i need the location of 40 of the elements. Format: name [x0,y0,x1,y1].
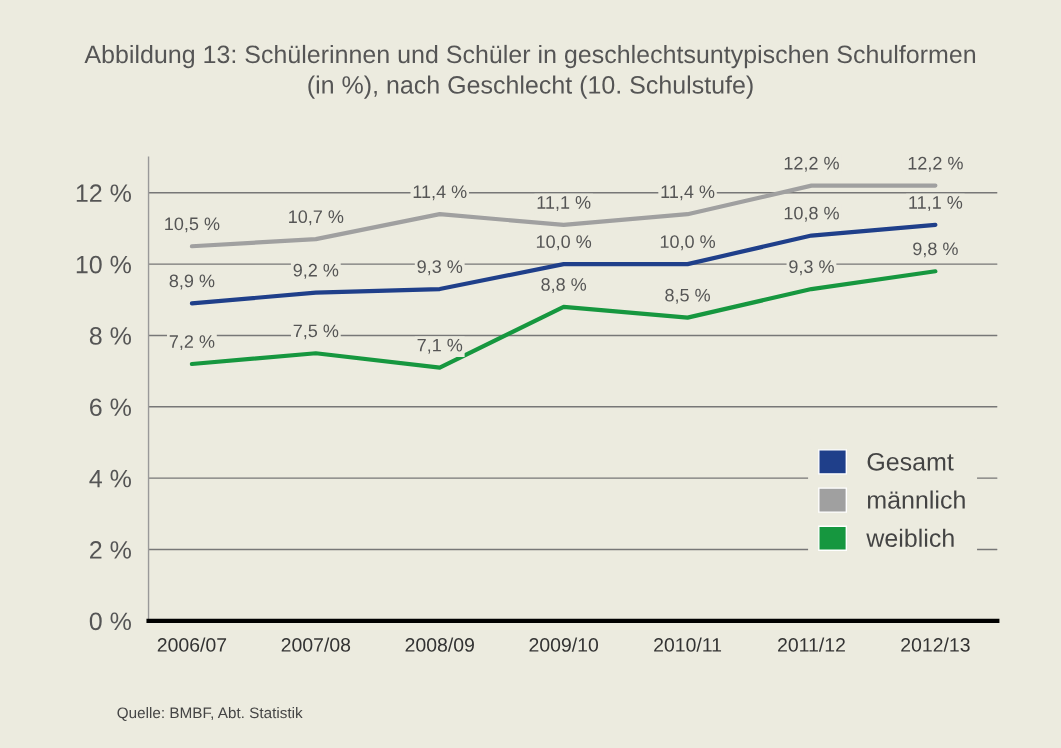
y-tick-label: 4 % [89,469,131,488]
y-tick-label: 6 % [90,398,131,417]
data-label: 11,4 % [661,185,715,201]
x-tick-label: 2006/07 [157,637,227,652]
data-label: 8,8 % [541,278,587,293]
x-tick-label: 2010/11 [654,637,722,652]
legend-label: Gesamt [867,452,954,471]
data-label: 11,1 % [909,196,963,211]
data-label: 10,5 % [165,217,220,233]
data-label: 12,2 % [784,156,839,172]
chart-title: Abbildung 13: Schülerinnen und Schüler in geschlechtsuntypischen Schulformen (in %), nach Geschlecht (10. Schulstufe) [84,44,976,99]
data-label: 12,2 % [908,156,963,172]
y-tick-label: 8 % [89,327,131,345]
x-tick-label: 2012/13 [901,637,970,652]
data-label: 8,9 % [169,274,215,290]
data-label: 7,5 % [293,324,339,340]
data-label: 9,8 % [913,242,958,258]
y-tick-label: 0 % [89,612,131,631]
data-label: 7,1 % [417,338,463,354]
data-label: 10,7 % [289,210,344,226]
x-tick-label: 2008/09 [405,637,474,652]
legend-label: weiblich [866,528,954,548]
data-label: 10,8 % [784,206,839,222]
y-tick-label: 12 % [76,184,131,202]
data-label: 10,0 % [660,235,716,251]
source-note: Quelle: BMBF, Abt. Statistik [117,707,303,721]
data-label: 11,1 % [537,196,591,211]
y-tick-label: 2 % [90,541,131,559]
data-label: 8,5 % [665,288,710,304]
x-tick-label: 2007/08 [281,637,351,652]
data-label: 11,4 % [413,185,467,201]
data-label: 9,2 % [293,263,339,279]
legend-label: männlich [867,490,965,509]
data-label: 7,2 % [169,335,215,351]
x-tick-label: 2011/12 [778,637,845,652]
data-label: 9,3 % [789,260,834,276]
x-tick-label: 2009/10 [529,637,599,652]
y-tick-label: 10 % [76,255,131,274]
data-label: 9,3 % [417,260,463,276]
data-label: 10,0 % [536,235,592,251]
